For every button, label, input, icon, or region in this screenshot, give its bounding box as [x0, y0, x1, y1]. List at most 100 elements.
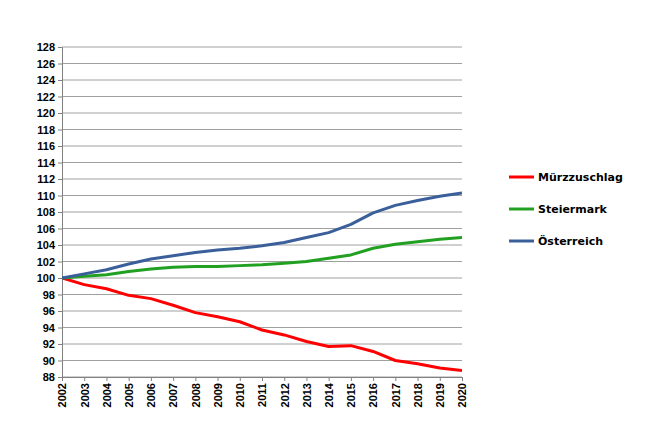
y-tick: 108	[37, 206, 62, 218]
x-tick: 2010	[234, 377, 246, 407]
grid-line	[62, 146, 462, 147]
x-tick-mark	[373, 377, 374, 381]
x-tick: 2009	[212, 377, 224, 407]
x-tick-mark	[284, 377, 285, 381]
y-tick: 92	[43, 338, 62, 350]
y-tick-mark	[58, 113, 62, 114]
grid-line	[62, 228, 462, 229]
y-tick-label: 126	[37, 58, 55, 70]
y-tick-mark	[58, 146, 62, 147]
series-line	[62, 193, 462, 278]
x-tick-mark	[195, 377, 196, 381]
y-tick: 90	[43, 355, 62, 367]
grid-line	[62, 261, 462, 262]
y-tick-label: 116	[37, 140, 55, 152]
y-axis: 8890929496981001021041061081101121141161…	[37, 41, 63, 383]
y-tick-label: 104	[37, 239, 56, 251]
grid	[62, 47, 462, 377]
y-tick: 116	[37, 140, 62, 152]
x-tick-mark	[440, 377, 441, 381]
y-tick-mark	[58, 311, 62, 312]
x-tick-label: 2007	[167, 383, 179, 407]
x-tick-mark	[106, 377, 107, 381]
x-tick-label: 2002	[56, 383, 68, 407]
y-tick: 126	[37, 58, 62, 70]
x-tick: 2020	[456, 377, 468, 407]
y-tick-label: 100	[37, 272, 55, 284]
y-tick: 106	[37, 223, 62, 235]
y-tick-label: 102	[37, 256, 55, 268]
y-axis-line	[58, 48, 63, 378]
x-tick-label: 2016	[367, 383, 379, 407]
grid-line	[62, 195, 462, 196]
grid-line	[62, 47, 462, 48]
x-tick-label: 2009	[212, 383, 224, 407]
x-tick: 2013	[301, 377, 313, 407]
y-tick-mark	[58, 377, 62, 378]
x-tick-label: 2014	[323, 382, 335, 407]
y-tick: 114	[37, 157, 62, 169]
y-tick-mark	[58, 80, 62, 81]
legend-item: Steiermark	[509, 203, 608, 216]
x-tick-label: 2018	[412, 383, 424, 407]
legend-item: Österreich	[509, 234, 603, 248]
x-tick-mark	[84, 377, 85, 381]
y-tick-label: 122	[37, 91, 55, 103]
y-tick-mark	[58, 245, 62, 246]
legend-label: Österreich	[538, 234, 603, 248]
y-tick-mark	[58, 361, 62, 362]
y-tick-mark	[58, 130, 62, 131]
x-tick: 2018	[412, 377, 424, 407]
y-tick: 110	[37, 190, 62, 202]
x-tick: 2007	[167, 377, 179, 407]
grid-line	[62, 327, 462, 328]
x-tick: 2002	[56, 377, 68, 407]
y-tick: 124	[37, 74, 62, 86]
y-tick-label: 128	[37, 41, 55, 53]
x-tick-mark	[129, 377, 130, 381]
y-tick-mark	[58, 295, 62, 296]
legend-label: Mürzzuschlag	[538, 171, 623, 184]
x-tick: 2005	[123, 377, 135, 407]
y-tick: 118	[37, 124, 62, 136]
x-tick: 2014	[323, 377, 335, 407]
x-tick-mark	[351, 377, 352, 381]
chart: 8890929496981001021041061081101121141161…	[0, 0, 667, 430]
x-tick-mark	[240, 377, 241, 381]
y-tick-mark	[58, 262, 62, 263]
grid-line	[62, 278, 462, 279]
x-tick-label: 2006	[145, 383, 157, 407]
y-tick: 122	[37, 91, 62, 103]
x-tick: 2008	[190, 377, 202, 407]
x-tick-label: 2005	[123, 383, 135, 407]
x-tick-label: 2013	[301, 383, 313, 407]
x-tick-mark	[151, 377, 152, 381]
y-tick-label: 124	[37, 74, 56, 86]
grid-line	[62, 113, 462, 114]
grid-line	[62, 63, 462, 64]
x-tick-label: 2019	[434, 383, 446, 407]
legend-swatch	[509, 240, 534, 243]
y-tick: 96	[43, 305, 62, 317]
x-tick-mark	[306, 377, 307, 381]
x-tick-label: 2020	[456, 383, 468, 407]
y-tick: 88	[43, 371, 62, 383]
y-tick: 128	[37, 41, 62, 53]
x-tick: 2003	[79, 377, 91, 407]
x-tick: 2016	[367, 377, 379, 407]
y-tick-mark	[58, 278, 62, 279]
legend-item: Mürzzuschlag	[509, 171, 623, 184]
y-tick-mark	[58, 97, 62, 98]
x-tick-label: 2008	[190, 383, 202, 407]
x-tick-label: 2012	[279, 383, 291, 407]
grid-line	[62, 179, 462, 180]
x-tick-mark	[329, 377, 330, 381]
grid-line	[62, 80, 462, 81]
y-tick-mark	[58, 344, 62, 345]
y-tick-mark	[58, 212, 62, 213]
y-tick-mark	[58, 196, 62, 197]
x-tick-mark	[262, 377, 263, 381]
y-tick: 98	[43, 289, 62, 301]
y-tick-mark	[58, 64, 62, 65]
x-tick-mark	[462, 377, 463, 381]
